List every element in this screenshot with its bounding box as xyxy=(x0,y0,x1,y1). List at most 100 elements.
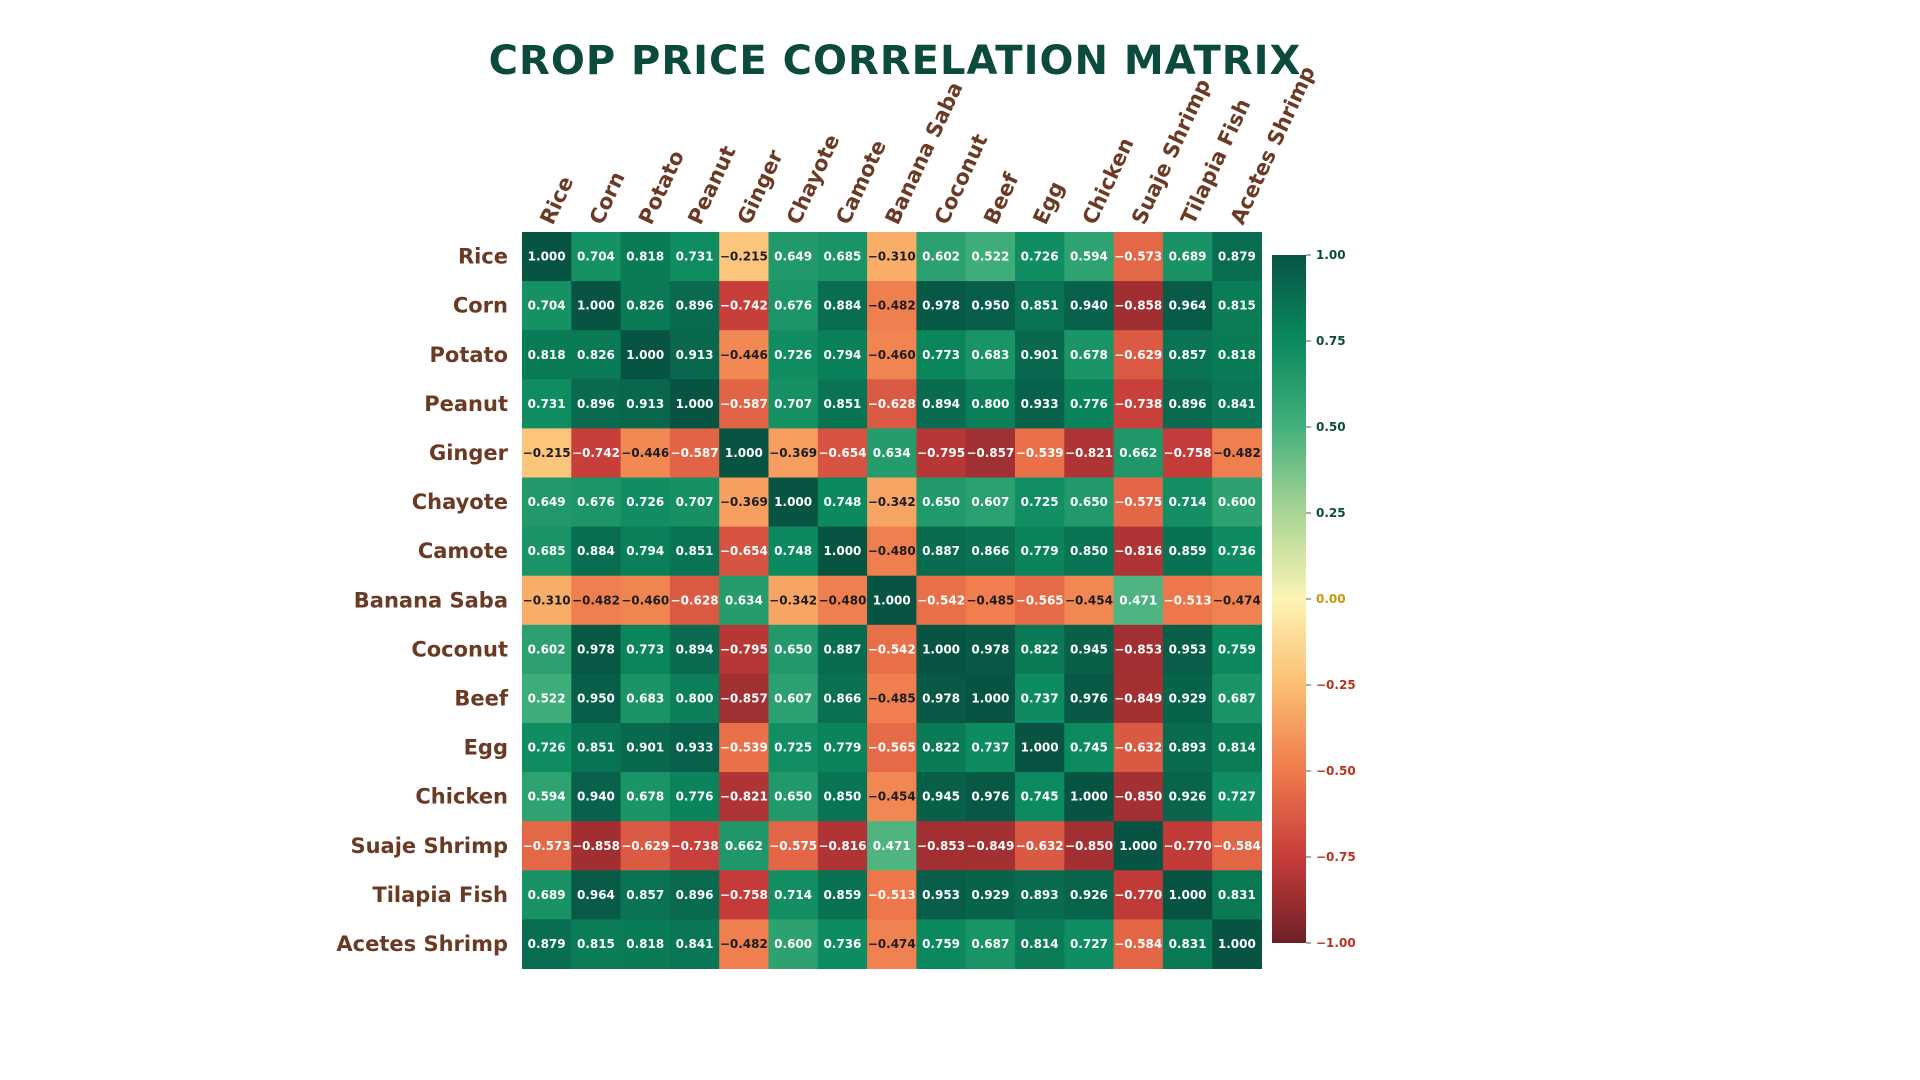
cell-value-label: 0.953 xyxy=(922,888,960,902)
cell-value-label: 0.662 xyxy=(725,839,763,853)
colorbar-tick-label: −0.50 xyxy=(1316,764,1356,778)
cell-value-label: 0.731 xyxy=(528,397,566,411)
cell-value-label: 0.940 xyxy=(1070,299,1108,313)
cell-value-label: 0.600 xyxy=(1218,495,1256,509)
cell-value-label: 1.000 xyxy=(528,250,566,264)
column-labels: Rice Corn PotatoPeanutGingerChayoteCamoteB… xyxy=(535,62,1319,228)
cell-value-label: −0.795 xyxy=(720,642,768,656)
cell-value-label: 0.978 xyxy=(971,642,1009,656)
row-label: Corn xyxy=(453,294,508,318)
cell-value-label: 1.000 xyxy=(774,495,812,509)
cell-value-label: −0.446 xyxy=(720,348,768,362)
cell-value-label: 0.978 xyxy=(922,691,960,705)
column-label: Peanut xyxy=(683,142,740,228)
cell-value-label: 0.776 xyxy=(676,790,714,804)
cell-value-label: −0.849 xyxy=(1114,691,1162,705)
row-label: Suaje Shrimp xyxy=(350,834,508,858)
cell-value-label: 0.707 xyxy=(676,495,714,509)
cell-value-label: −0.454 xyxy=(868,790,916,804)
row-label: Potato xyxy=(430,343,509,367)
cell-value-label: 0.662 xyxy=(1119,446,1157,460)
cell-value-label: 0.857 xyxy=(1169,348,1207,362)
cell-value-label: 0.726 xyxy=(1021,250,1059,264)
cell-value-label: 0.726 xyxy=(626,495,664,509)
cell-value-label: 0.689 xyxy=(1169,250,1207,264)
cell-value-label: 0.929 xyxy=(971,888,1009,902)
cell-value-label: 0.745 xyxy=(1021,790,1059,804)
cell-value-label: −0.482 xyxy=(868,299,916,313)
cell-value-label: 0.822 xyxy=(922,741,960,755)
cell-value-label: 1.000 xyxy=(1119,839,1157,853)
cell-value-label: 1.000 xyxy=(922,642,960,656)
row-label: Camote xyxy=(418,539,508,563)
cell-value-label: −0.539 xyxy=(1016,446,1064,460)
cell-value-label: 0.818 xyxy=(626,250,664,264)
row-label: Peanut xyxy=(424,392,508,416)
cell-value-label: −0.584 xyxy=(1114,937,1162,951)
cell-value-label: −0.858 xyxy=(1114,299,1162,313)
colorbar-tick-label: 0.50 xyxy=(1316,420,1346,434)
cell-value-label: −0.215 xyxy=(720,250,768,264)
cell-value-label: 0.826 xyxy=(626,299,664,313)
cell-value-label: 0.725 xyxy=(1021,495,1059,509)
cell-value-label: 0.933 xyxy=(1021,397,1059,411)
cell-value-label: 0.851 xyxy=(676,544,714,558)
cell-value-label: −0.565 xyxy=(1016,593,1064,607)
cell-value-label: −0.542 xyxy=(917,593,965,607)
colorbar-tick-label: 0.00 xyxy=(1316,592,1346,606)
column-label: Egg xyxy=(1028,178,1069,228)
cell-value-label: 0.471 xyxy=(873,839,911,853)
cell-value-label: −0.513 xyxy=(1164,593,1212,607)
cell-value-label: −0.858 xyxy=(572,839,620,853)
cell-value-label: 0.737 xyxy=(971,741,1009,755)
cell-value-label: 0.887 xyxy=(823,642,861,656)
cell-value-label: 0.779 xyxy=(1021,544,1059,558)
cell-value-label: 0.727 xyxy=(1218,790,1256,804)
cell-value-label: 0.950 xyxy=(971,299,1009,313)
cell-value-label: 0.945 xyxy=(1070,642,1108,656)
cell-value-label: 1.000 xyxy=(1021,741,1059,755)
cell-value-label: −0.742 xyxy=(572,446,620,460)
colorbar-tick-label: −1.00 xyxy=(1316,936,1356,950)
cell-value-label: −0.821 xyxy=(720,790,768,804)
cell-value-label: 0.964 xyxy=(1169,299,1207,313)
cell-value-label: 1.000 xyxy=(1070,790,1108,804)
cell-value-label: 0.607 xyxy=(774,691,812,705)
cell-value-label: −0.575 xyxy=(1114,495,1162,509)
row-label: Tilapia Fish xyxy=(372,883,508,907)
cell-value-label: 0.896 xyxy=(1169,397,1207,411)
cell-value-label: 0.794 xyxy=(823,348,861,362)
cell-value-label: 0.894 xyxy=(922,397,960,411)
cell-value-label: −0.482 xyxy=(720,937,768,951)
cell-value-label: 0.841 xyxy=(676,937,714,951)
cell-value-label: 0.676 xyxy=(577,495,615,509)
cell-value-label: 0.884 xyxy=(577,544,615,558)
cell-value-label: 0.826 xyxy=(577,348,615,362)
column-label: Rice xyxy=(535,173,578,229)
cell-value-label: 0.866 xyxy=(971,544,1009,558)
cell-value-label: −0.460 xyxy=(868,348,916,362)
row-label: Chicken xyxy=(415,785,508,809)
cell-value-label: −0.573 xyxy=(523,839,571,853)
cell-value-label: 0.748 xyxy=(823,495,861,509)
cell-value-label: −0.853 xyxy=(1114,642,1162,656)
cell-value-label: 0.678 xyxy=(1070,348,1108,362)
row-label: Acetes Shrimp xyxy=(336,932,508,956)
cell-value-label: 0.773 xyxy=(626,642,664,656)
cell-value-label: −0.850 xyxy=(1065,839,1113,853)
cell-value-label: 0.976 xyxy=(1070,691,1108,705)
cell-value-label: −0.310 xyxy=(868,250,916,264)
cell-value-label: 0.607 xyxy=(971,495,1009,509)
cell-value-label: 0.634 xyxy=(873,446,911,460)
colorbar-tick-label: −0.25 xyxy=(1316,678,1356,692)
cell-value-label: −0.850 xyxy=(1114,790,1162,804)
cell-value-label: 0.894 xyxy=(676,642,714,656)
row-label: Rice xyxy=(458,245,508,269)
cell-value-label: −0.480 xyxy=(868,544,916,558)
cell-value-label: −0.654 xyxy=(818,446,866,460)
cell-value-label: −0.816 xyxy=(818,839,866,853)
cell-value-label: 0.866 xyxy=(823,691,861,705)
cell-value-label: −0.485 xyxy=(966,593,1014,607)
cell-value-label: 0.687 xyxy=(971,937,1009,951)
cell-value-label: 0.776 xyxy=(1070,397,1108,411)
